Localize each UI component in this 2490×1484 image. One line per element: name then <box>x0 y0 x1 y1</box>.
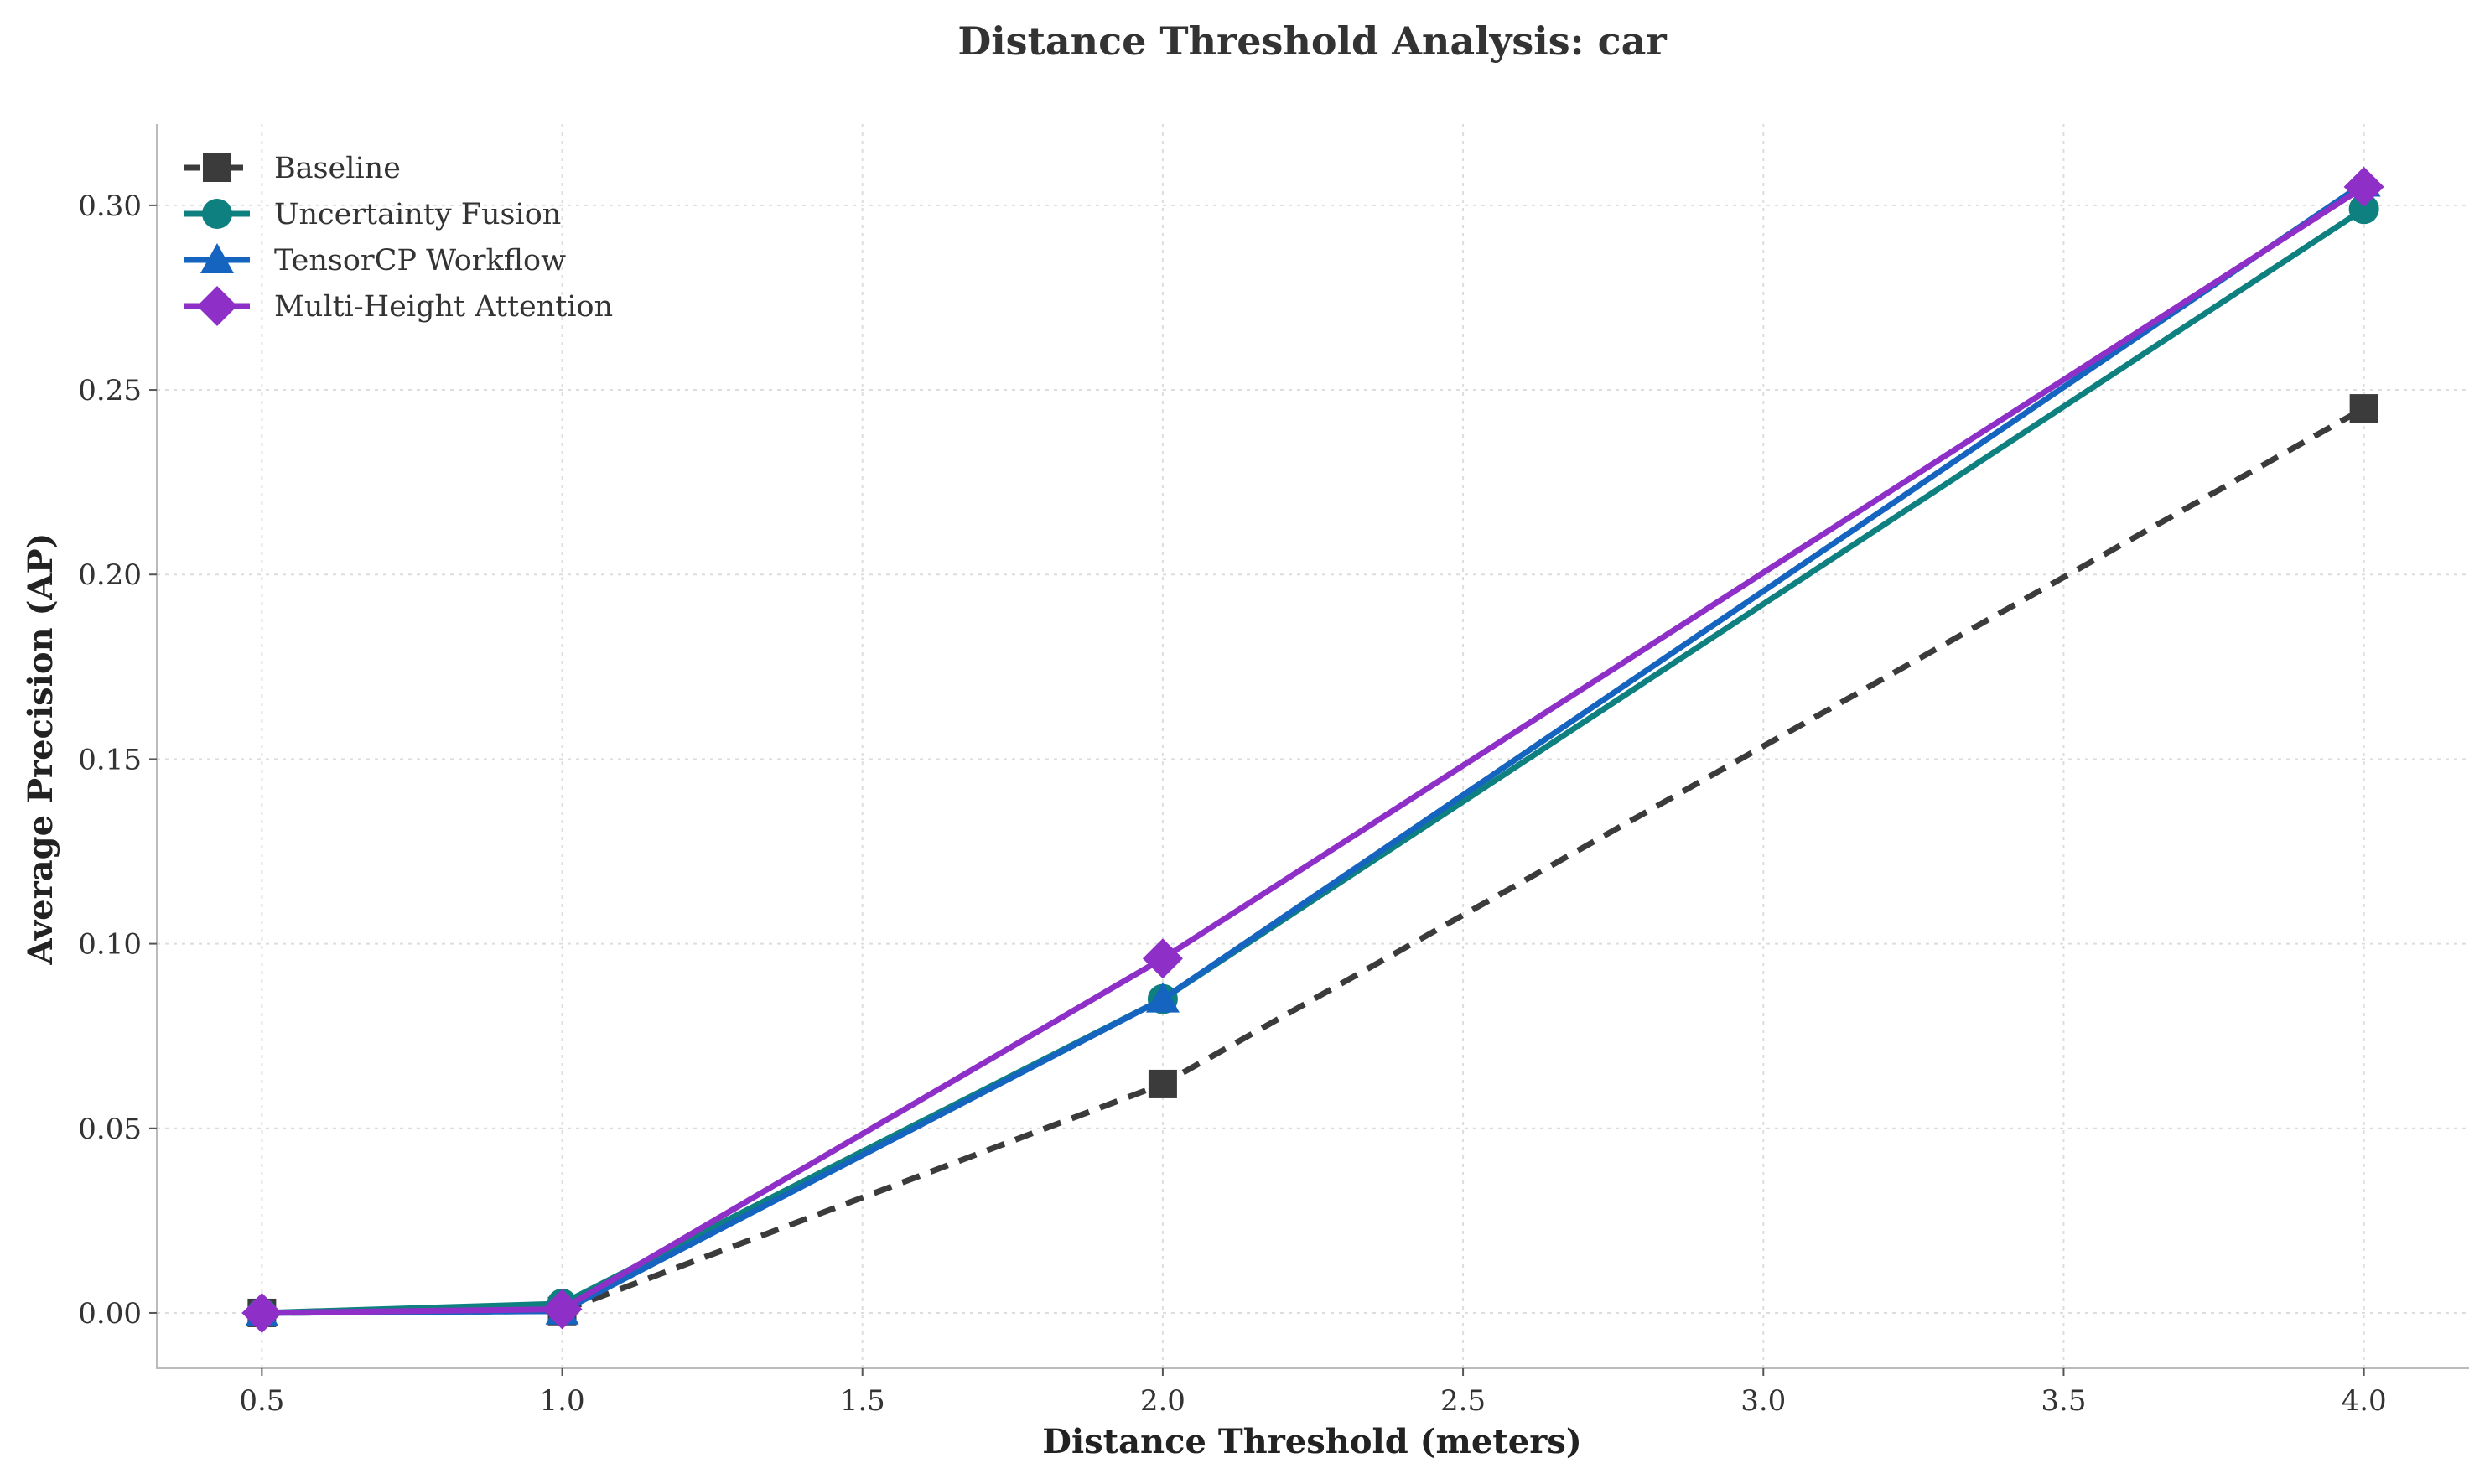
y-tick-label: 0.00 <box>78 1297 142 1331</box>
x-tick-label: 1.5 <box>840 1384 885 1418</box>
x-tick-label: 4.0 <box>2342 1384 2387 1418</box>
axes-spines <box>156 124 2469 1369</box>
legend-entry: Uncertainty Fusion <box>184 198 561 231</box>
data-point <box>2349 394 2378 423</box>
data-point <box>542 1289 583 1330</box>
legend-label: Uncertainty Fusion <box>274 198 561 231</box>
data-point <box>2343 166 2384 207</box>
chart-title: Distance Threshold Analysis: car <box>957 18 1667 64</box>
legend-entry: Multi-Height Attention <box>184 286 613 326</box>
data-point <box>2348 194 2379 225</box>
y-axis-label: Average Precision (AP) <box>21 533 60 966</box>
series-layer <box>241 166 2384 1333</box>
series-line <box>258 184 2368 1316</box>
data-point <box>1148 1069 1177 1098</box>
legend-label: Baseline <box>274 152 401 185</box>
y-tick-label: 0.10 <box>78 928 142 962</box>
data-point <box>241 1292 283 1333</box>
y-tick-label: 0.05 <box>78 1113 142 1146</box>
legend-label: Multi-Height Attention <box>274 290 613 324</box>
legend-entry: TensorCP Workflow <box>184 243 566 278</box>
data-point <box>1142 938 1183 979</box>
y-tick-label: 0.30 <box>78 189 142 223</box>
legend: Baseline Uncertainty Fusion TensorCP Workf… <box>184 152 613 326</box>
series-multi-height-attention <box>241 166 2384 1333</box>
legend-entry: Baseline <box>184 152 401 185</box>
x-tick-label: 3.5 <box>2041 1384 2086 1418</box>
x-tick-label: 0.5 <box>239 1384 284 1418</box>
x-tick-label: 3.0 <box>1740 1384 1786 1418</box>
y-tick-label: 0.15 <box>78 743 142 776</box>
data-point <box>1145 982 1180 1013</box>
legend-marker <box>203 153 231 182</box>
legend-marker <box>197 286 237 326</box>
y-tick-label: 0.25 <box>78 374 142 407</box>
legend-marker <box>202 199 232 229</box>
legend-marker <box>200 243 234 273</box>
axis-ticks: 0.5 1.0 1.5 2.0 2.5 3.0 3.5 4.0 0.00 0.05 0.10 0.15… <box>78 189 2386 1418</box>
axis-spine <box>156 124 2469 1369</box>
x-tick-label: 2.5 <box>1440 1384 1486 1418</box>
y-tick-label: 0.20 <box>78 558 142 592</box>
x-axis-label: Distance Threshold (meters) <box>1042 1422 1582 1461</box>
series-line <box>262 406 2366 1316</box>
x-tick-label: 2.0 <box>1140 1384 1185 1418</box>
x-tick-label: 1.0 <box>540 1384 585 1418</box>
legend-label: TensorCP Workflow <box>274 244 566 278</box>
